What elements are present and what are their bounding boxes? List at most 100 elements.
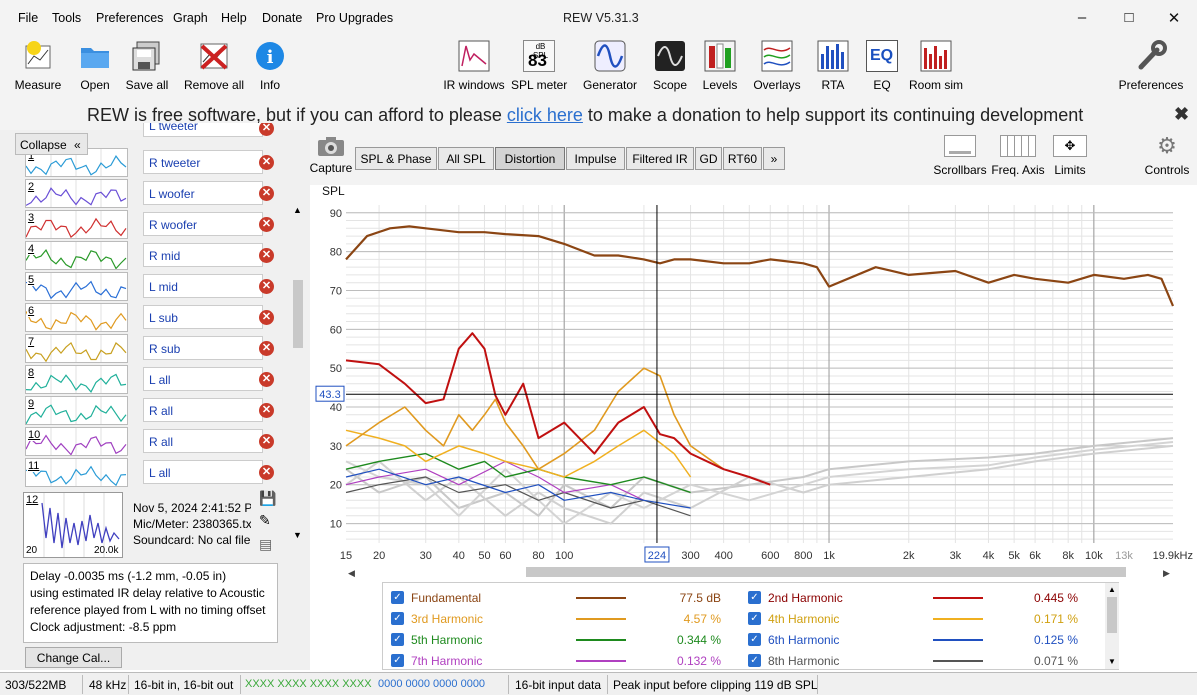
- tab-more[interactable]: »: [763, 147, 785, 170]
- menu-file[interactable]: File: [18, 11, 39, 25]
- spl-meter-button[interactable]: dB SPL 83 SPL meter: [511, 40, 568, 92]
- limits-button[interactable]: ✥ Limits: [1048, 135, 1092, 177]
- notes-icon[interactable]: ▤: [259, 536, 273, 552]
- measurement-name-field[interactable]: R all: [143, 398, 263, 422]
- tab-distortion[interactable]: Distortion: [495, 147, 565, 170]
- info-button[interactable]: i Info: [254, 40, 286, 96]
- tab-all-spl[interactable]: All SPL: [438, 147, 494, 170]
- measurement-thumbnail[interactable]: 6: [25, 303, 128, 332]
- delete-measurement-icon[interactable]: ✕: [259, 248, 274, 263]
- menu-donate[interactable]: Donate: [262, 11, 303, 25]
- measurement-row[interactable]: 7 R sub ✕: [15, 333, 285, 364]
- measurement-name-field[interactable]: R tweeter: [143, 150, 263, 174]
- measurement-row[interactable]: 9 R all ✕: [15, 395, 285, 426]
- edit-pen-icon[interactable]: ✎: [259, 512, 271, 528]
- delete-measurement-icon[interactable]: ✕: [259, 186, 274, 201]
- save-all-button[interactable]: Save all: [125, 40, 169, 96]
- measurement-name-field[interactable]: R mid: [143, 243, 263, 267]
- change-cal-button[interactable]: Change Cal...: [25, 647, 122, 668]
- distortion-graph[interactable]: 10 20 30 40 50 60 70 80 90 15 20 30 40 50 60 80 100 300 40…: [310, 184, 1197, 580]
- measurement-row[interactable]: 6 L sub ✕: [15, 302, 285, 333]
- distortion-chart[interactable]: 10 20 30 40 50 60 70 80 90 15 20 30 40 50 60 80 100 300 40…: [310, 184, 1197, 580]
- selected-measurement-thumbnail[interactable]: 12 20 20.0k: [23, 492, 123, 558]
- delete-measurement-icon[interactable]: ✕: [259, 123, 274, 136]
- close-icon[interactable]: ✕: [1167, 10, 1181, 27]
- measurement-name-field[interactable]: L sub: [143, 305, 263, 329]
- preferences-button[interactable]: Preferences: [1118, 40, 1184, 96]
- tab-filtered-ir[interactable]: Filtered IR: [626, 147, 694, 170]
- scope-button[interactable]: Scope: [652, 40, 688, 96]
- levels-button[interactable]: Levels: [702, 40, 738, 96]
- delete-measurement-icon[interactable]: ✕: [259, 155, 274, 170]
- maximize-icon[interactable]: □: [1124, 9, 1134, 26]
- measurement-row[interactable]: 8 L all ✕: [15, 364, 285, 395]
- delete-measurement-icon[interactable]: ✕: [259, 279, 274, 294]
- delete-measurement-icon[interactable]: ✕: [259, 465, 274, 480]
- memory-usage[interactable]: 303/522MB: [5, 678, 67, 692]
- delete-measurement-icon[interactable]: ✕: [259, 403, 274, 418]
- legend-scrollbar[interactable]: ▲ ▼: [1105, 583, 1119, 669]
- tab-spl-phase[interactable]: SPL & Phase: [355, 147, 437, 170]
- legend-scroll-up-icon[interactable]: ▲: [1108, 585, 1116, 594]
- collapse-button[interactable]: Collapse «: [15, 133, 88, 155]
- measurement-thumbnail[interactable]: 2: [25, 179, 128, 208]
- measurement-row[interactable]: 4 R mid ✕: [15, 240, 285, 271]
- delete-measurement-icon[interactable]: ✕: [259, 310, 274, 325]
- measurement-name-field[interactable]: R sub: [143, 336, 263, 360]
- measurement-row[interactable]: 5 L mid ✕: [15, 271, 285, 302]
- measure-button[interactable]: Measure: [12, 40, 64, 96]
- delete-measurement-icon[interactable]: ✕: [259, 372, 274, 387]
- room-sim-button[interactable]: Room sim: [906, 40, 966, 96]
- menu-graph[interactable]: Graph: [173, 11, 208, 25]
- legend-scroll-down-icon[interactable]: ▼: [1108, 657, 1116, 666]
- scrollbars-toggle[interactable]: Scrollbars: [932, 135, 988, 177]
- delete-measurement-icon[interactable]: ✕: [259, 217, 274, 232]
- measurement-thumbnail[interactable]: 5: [25, 272, 128, 301]
- measurement-row[interactable]: 3 R woofer ✕: [15, 209, 285, 240]
- eq-button[interactable]: EQ EQ: [866, 40, 898, 96]
- menu-pro-upgrades[interactable]: Pro Upgrades: [316, 11, 394, 25]
- tab-gd[interactable]: GD: [695, 147, 722, 170]
- open-button[interactable]: Open: [76, 40, 114, 96]
- delete-measurement-icon[interactable]: ✕: [259, 341, 274, 356]
- measurement-thumbnail[interactable]: 9: [25, 396, 128, 425]
- measurement-thumbnail[interactable]: 4: [25, 241, 128, 270]
- scroll-up-icon[interactable]: ▲: [293, 205, 302, 215]
- rta-button[interactable]: RTA: [817, 40, 849, 96]
- measurement-row-partial[interactable]: L tweeter ✕: [15, 123, 285, 139]
- donation-link[interactable]: click here: [506, 105, 583, 125]
- measurement-thumbnail[interactable]: 10: [25, 427, 128, 456]
- measurement-row[interactable]: 2 L woofer ✕: [15, 178, 285, 209]
- ir-windows-button[interactable]: IR windows: [443, 40, 505, 96]
- measurement-thumbnail[interactable]: 7: [25, 334, 128, 363]
- freq-axis-toggle[interactable]: Freq. Axis: [990, 135, 1046, 177]
- graph-horizontal-scrollbar[interactable]: ◀ ▶: [348, 567, 1170, 578]
- measurement-name-field[interactable]: L all: [143, 460, 263, 484]
- legend-checkbox[interactable]: ✓: [748, 612, 761, 625]
- menu-preferences[interactable]: Preferences: [96, 11, 164, 25]
- scrollbar-thumb[interactable]: [293, 280, 303, 348]
- close-banner-icon[interactable]: ✖: [1174, 104, 1190, 124]
- delete-measurement-icon[interactable]: ✕: [259, 434, 274, 449]
- legend-checkbox[interactable]: ✓: [748, 591, 761, 604]
- measurement-name-field[interactable]: L all: [143, 367, 263, 391]
- tab-rt60[interactable]: RT60: [723, 147, 762, 170]
- legend-checkbox[interactable]: ✓: [391, 612, 404, 625]
- menu-tools[interactable]: Tools: [52, 11, 82, 25]
- legend-scrollbar-thumb[interactable]: [1107, 597, 1117, 633]
- tab-impulse[interactable]: Impulse: [566, 147, 625, 170]
- overlays-button[interactable]: Overlays: [752, 40, 802, 96]
- measurement-name-field[interactable]: L woofer: [143, 181, 263, 205]
- legend-checkbox[interactable]: ✓: [391, 633, 404, 646]
- scroll-down-icon[interactable]: ▼: [293, 530, 302, 540]
- generator-button[interactable]: Generator: [583, 40, 637, 96]
- legend-checkbox[interactable]: ✓: [748, 633, 761, 646]
- save-icon[interactable]: 💾: [259, 490, 277, 506]
- measurement-thumbnail[interactable]: 8: [25, 365, 128, 394]
- measurement-row[interactable]: 10 R all ✕: [15, 426, 285, 457]
- minimize-icon[interactable]: –: [1077, 9, 1087, 26]
- menu-help[interactable]: Help: [221, 11, 247, 25]
- controls-button[interactable]: ⚙ Controls: [1144, 133, 1190, 178]
- legend-checkbox[interactable]: ✓: [748, 654, 761, 667]
- measurement-name-field[interactable]: R woofer: [143, 212, 263, 236]
